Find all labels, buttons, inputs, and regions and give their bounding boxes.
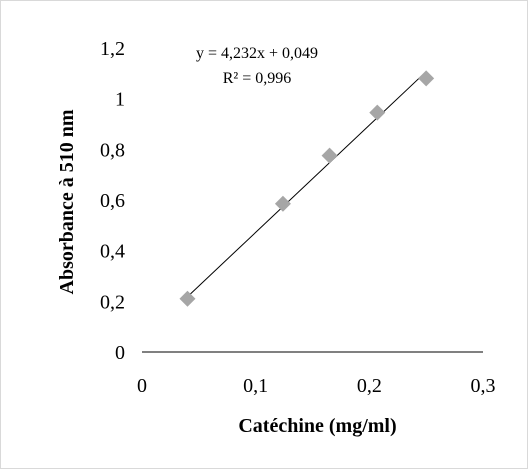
y-tick-label: 0,4 [100, 241, 125, 263]
r-squared-label: R² = 0,996 [223, 70, 292, 87]
x-tick-label: 0,1 [243, 375, 268, 397]
x-tick-label: 0,2 [357, 375, 382, 397]
x-tick-label: 0,3 [471, 375, 496, 397]
y-tick-label: 0,6 [100, 190, 125, 212]
data-point [179, 290, 196, 307]
trendline-equation: y = 4,232x + 0,049 [196, 45, 318, 62]
y-tick-label: 0,2 [100, 291, 125, 313]
data-points [179, 70, 435, 307]
x-axis-title: Catéchine (mg/ml) [238, 415, 396, 437]
y-tick-label: 1,2 [100, 38, 125, 60]
data-point [274, 195, 291, 212]
data-point [369, 104, 386, 121]
data-point [321, 147, 338, 164]
x-tick-label: 0 [137, 375, 147, 397]
y-axis-title: Absorbance à 510 nm [56, 109, 78, 294]
y-tick-label: 0,8 [100, 139, 125, 161]
y-tick-label: 1 [115, 89, 125, 111]
trendline [187, 71, 427, 298]
y-axis-tick-labels: 0 0,2 0,4 0,6 0,8 1 1,2 [100, 38, 125, 364]
y-tick-label: 0 [115, 342, 125, 364]
data-point [418, 70, 435, 87]
x-axis-tick-labels: 0 0,1 0,2 0,3 [137, 375, 496, 397]
